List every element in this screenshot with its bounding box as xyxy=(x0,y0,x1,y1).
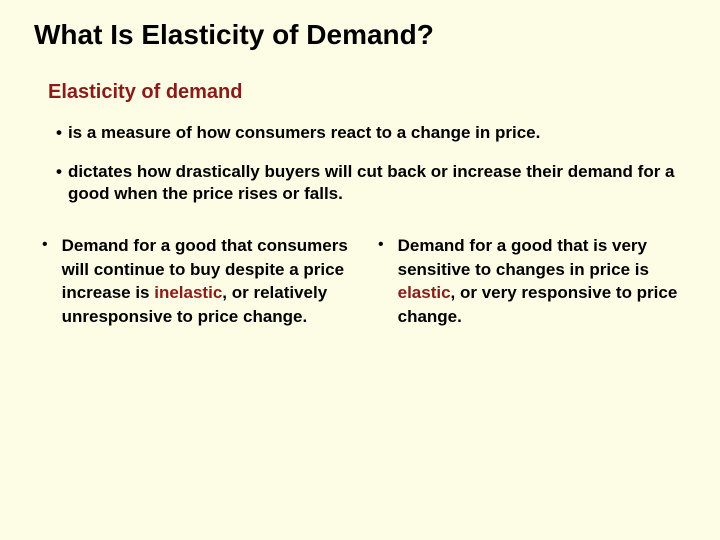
right-column: • Demand for a good that is very sensiti… xyxy=(370,234,686,328)
bullet-marker: • xyxy=(378,234,384,256)
text-prefix: Demand for a good that is very sensitive… xyxy=(398,236,649,278)
slide-title: What Is Elasticity of Demand? xyxy=(34,18,686,52)
slide: What Is Elasticity of Demand? Elasticity… xyxy=(0,0,720,540)
keyword-inelastic: inelastic xyxy=(154,283,222,302)
left-column: • Demand for a good that consumers will … xyxy=(34,234,350,328)
keyword-elastic: elastic xyxy=(398,283,451,302)
slide-subtitle: Elasticity of demand xyxy=(48,80,686,104)
bullet-text: dictates how drastically buyers will cut… xyxy=(68,161,686,207)
top-bullet-list: • is a measure of how consumers react to… xyxy=(56,122,686,207)
bullet-marker: • xyxy=(42,234,48,256)
bullet-marker: • xyxy=(56,122,62,145)
two-column-row: • Demand for a good that consumers will … xyxy=(34,234,686,328)
bullet-text: is a measure of how consumers react to a… xyxy=(68,122,540,145)
right-column-text: Demand for a good that is very sensitive… xyxy=(398,234,686,328)
bullet-marker: • xyxy=(56,161,62,184)
bullet-item: • dictates how drastically buyers will c… xyxy=(56,161,686,207)
bullet-item: • is a measure of how consumers react to… xyxy=(56,122,686,145)
left-column-text: Demand for a good that consumers will co… xyxy=(62,234,350,328)
